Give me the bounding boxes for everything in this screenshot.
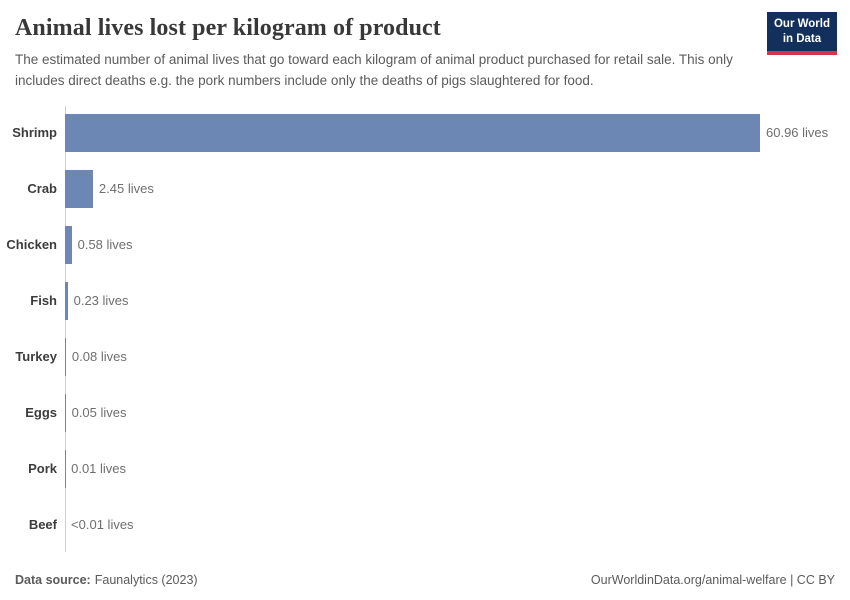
value-label: 0.08 lives xyxy=(71,349,127,365)
value-label: 2.45 lives xyxy=(98,181,154,197)
bar-row: Pork 0.01 lives xyxy=(0,441,850,497)
category-label: Pork xyxy=(28,461,57,477)
bar-row: Shrimp 60.96 lives xyxy=(0,105,850,161)
bar[interactable] xyxy=(65,393,66,432)
owid-logo-line1: Our World xyxy=(773,18,830,30)
value-label: 0.58 lives xyxy=(77,237,133,253)
bar-row: Eggs 0.05 lives xyxy=(0,385,850,441)
value-label: 0.01 lives xyxy=(71,461,127,477)
value-label: 0.23 lives xyxy=(73,293,129,309)
bar-row: Fish 0.23 lives xyxy=(0,273,850,329)
bar-row: Turkey 0.08 lives xyxy=(0,329,850,385)
bar-row: Chicken 0.58 lives xyxy=(0,217,850,273)
bar-chart: Shrimp 60.96 lives Crab 2.45 lives Chick… xyxy=(0,105,850,553)
data-source: Data source: Faunalytics (2023) xyxy=(15,573,198,587)
chart-footer: Data source: Faunalytics (2023) OurWorldi… xyxy=(15,573,835,587)
y-axis-line xyxy=(65,105,66,552)
data-source-value: Faunalytics (2023) xyxy=(94,573,198,587)
bar[interactable] xyxy=(65,169,93,208)
chart-subtitle: The estimated number of animal lives tha… xyxy=(15,51,733,88)
bar[interactable] xyxy=(65,281,68,320)
header-text: Animal lives lost per kilogram of produc… xyxy=(15,14,760,92)
bar[interactable] xyxy=(65,337,66,376)
attribution-link[interactable]: OurWorldinData.org/animal-welfare | CC B… xyxy=(590,573,835,587)
data-source-label: Data source: xyxy=(15,573,91,587)
owid-logo[interactable]: Our World in Data xyxy=(766,12,837,55)
category-label: Shrimp xyxy=(12,125,57,141)
bar[interactable] xyxy=(65,113,760,152)
bar-row: Beef <0.01 lives xyxy=(0,497,850,553)
bar-row: Crab 2.45 lives xyxy=(0,161,850,217)
category-label: Fish xyxy=(30,293,57,309)
bar[interactable] xyxy=(65,225,72,264)
category-label: Turkey xyxy=(15,349,57,365)
bar-area: 0.01 lives xyxy=(65,449,850,488)
category-label: Chicken xyxy=(6,237,57,253)
value-label: 60.96 lives xyxy=(766,125,829,141)
bar-area: 2.45 lives xyxy=(65,169,850,208)
bar-area: 60.96 lives xyxy=(65,113,850,152)
owid-logo-line2: in Data xyxy=(782,32,822,45)
bar-area: 0.08 lives xyxy=(65,337,850,376)
bar-area: 0.58 lives xyxy=(65,225,850,264)
chart-title: Animal lives lost per kilogram of produc… xyxy=(15,15,441,41)
bar-area: 0.05 lives xyxy=(65,393,850,432)
bar-area: 0.23 lives xyxy=(65,281,850,320)
category-label: Eggs xyxy=(25,405,57,421)
chart-header: Animal lives lost per kilogram of produc… xyxy=(0,0,850,92)
category-label: Crab xyxy=(27,181,57,197)
bar-area: <0.01 lives xyxy=(65,505,850,544)
category-label: Beef xyxy=(28,517,57,533)
bar-rows: Shrimp 60.96 lives Crab 2.45 lives Chick… xyxy=(0,105,850,553)
value-label: 0.05 lives xyxy=(71,405,127,421)
value-label: <0.01 lives xyxy=(71,517,134,533)
